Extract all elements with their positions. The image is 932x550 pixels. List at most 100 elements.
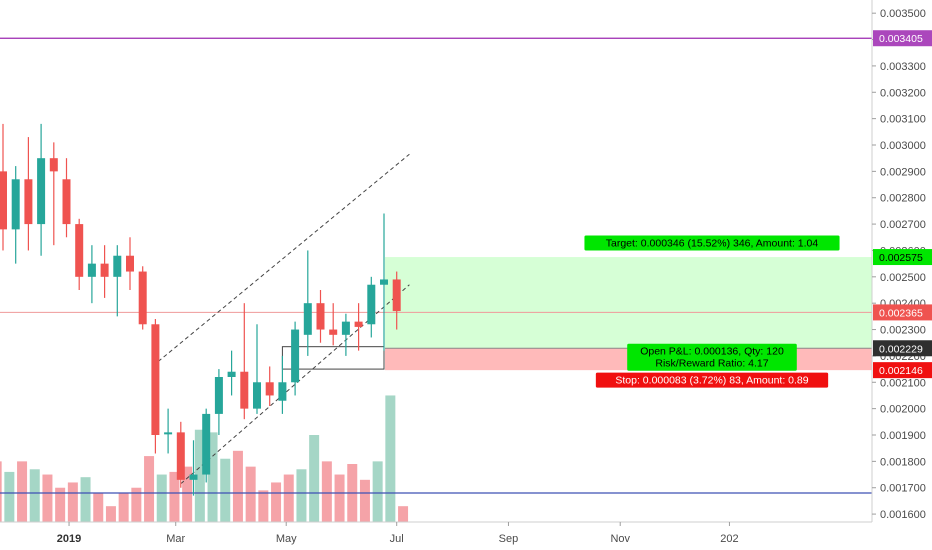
candle-body [100,263,109,277]
candle-body [341,321,350,335]
volume-bar [334,474,345,522]
candle-body [11,179,20,230]
y-tick-label: 0.003000 [880,140,926,152]
volume-bar [309,435,320,522]
candle [138,266,147,330]
x-tick-label: Sep [499,533,519,545]
candle-body [126,255,134,272]
position-labels: Target: 0.000346 (15.52%) 346, Amount: 1… [584,235,840,388]
volume-bar [359,479,370,522]
candle [24,137,33,251]
volume-bar [182,466,193,522]
candle [367,276,376,338]
candles [0,123,401,496]
y-tick-label: 0.003500 [880,8,926,20]
candle-body [49,158,58,172]
candle-body [24,179,33,225]
candle [329,303,338,346]
candle [87,245,96,304]
y-tick-label: 0.003100 [880,114,926,126]
price-badge-bg [873,362,932,379]
volume-bar [29,469,40,522]
volume-bar [245,466,256,522]
price-badge: 0.003405 [873,30,932,47]
candle-body [138,271,147,325]
profit-zone [385,257,872,349]
volume-bar [105,506,116,522]
target-label: Target: 0.000346 (15.52%) 346, Amount: 1… [584,235,840,251]
volume-bar [194,429,205,522]
y-tick-label: 0.002700 [880,219,926,231]
price-badge-text: 0.002146 [879,365,923,377]
volume-bar [321,461,332,522]
candle-body [164,432,173,435]
volume-bar [220,458,231,522]
volume-bar [156,474,167,522]
pnl-label-text: Open P&L: 0.000136, Qty: 120 [640,346,784,358]
volume-bar [398,506,409,522]
candle-body [354,321,363,327]
price-badge: 0.002365 [873,304,932,321]
candle [113,245,122,317]
candle [11,166,20,264]
volume-bar [93,493,104,522]
price-badge-text: 0.002229 [879,343,923,355]
candle-body [253,382,261,409]
candle-body [214,377,223,414]
candle-body [62,179,71,225]
candle-body [392,279,401,312]
volume-bar [232,450,243,522]
volume-bar [169,471,180,522]
x-tick-label: Nov [610,533,630,545]
candle [392,271,401,330]
candle-body [75,224,84,277]
candle [240,303,249,420]
candle [227,350,236,396]
candle [354,303,363,351]
candle-body [380,279,388,285]
candle [164,408,173,454]
candle [202,408,211,483]
candle [278,355,287,414]
volume-bar [0,461,2,522]
y-tick-label: 0.003200 [880,87,926,99]
candle-body [151,324,160,435]
price-badge-bg [873,249,932,266]
volume-bar [372,461,383,522]
volume-bar [283,474,294,522]
stop-label: Stop: 0.000083 (3.72%) 83, Amount: 0.89 [595,372,829,388]
volume-bars [0,395,409,522]
candle-body [291,329,300,383]
price-badge-bg [873,304,932,321]
volume-bar [4,471,15,522]
volume-bar [207,432,218,522]
price-badge: 0.002229 [873,340,932,357]
pnl-label-text: Risk/Reward Ratio: 4.17 [655,358,768,370]
candle [341,313,350,356]
y-axis[interactable]: 0.001600 0.001700 0.001800 0.001900 0.002000… [871,0,932,522]
x-axis[interactable]: SepNov2019MarMayJulSepNov202 [0,521,872,545]
candle [62,158,71,238]
candle-body [189,474,198,480]
y-tick-label: 0.001700 [880,483,926,495]
x-tick-label: 2019 [57,533,81,545]
price-badge-text: 0.002575 [879,252,923,264]
pnl-label: Open P&L: 0.000136, Qty: 120Risk/Reward … [627,343,797,371]
candle-body [265,382,274,396]
x-tick-label: Jul [390,533,404,545]
price-badge: 0.002575 [873,249,932,266]
candle-body [278,382,287,401]
volume-bar [271,482,282,522]
candle [0,123,7,251]
candle-body [240,371,249,409]
y-tick-label: 0.002800 [880,193,926,205]
candle-body [227,371,236,377]
candle-body [303,303,312,335]
y-tick-label: 0.002500 [880,272,926,284]
candle [100,245,109,298]
x-tick-label: Mar [166,533,185,545]
pnl-label-bg [627,343,797,371]
price-badge-text: 0.003405 [879,33,923,45]
volume-bar [17,461,28,522]
